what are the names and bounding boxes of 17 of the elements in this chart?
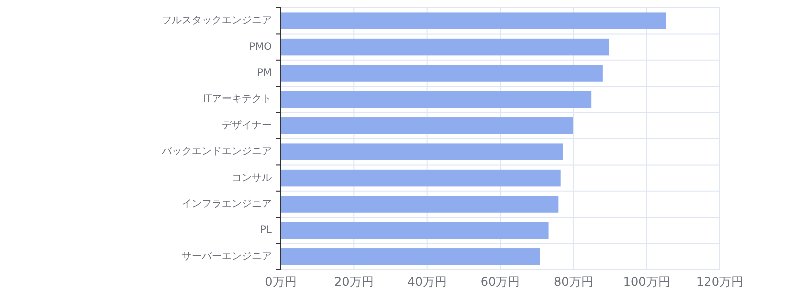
x-tick-label: 0万円 (265, 275, 297, 289)
y-tick-label: バックエンドエンジニア (161, 146, 272, 158)
y-tick-label: ITアーキテクト (202, 94, 272, 106)
y-tick-label: コンサル (232, 172, 272, 184)
x-tick-label: 60万円 (480, 275, 520, 289)
x-tick-label: 40万円 (408, 275, 447, 289)
y-tick-label: PMO (249, 42, 272, 53)
x-tick-label: 100万円 (623, 275, 670, 289)
y-tick-label: デザイナー (222, 120, 272, 132)
y-tick-label: サーバーエンジニア (182, 251, 272, 262)
x-tick-label: 20万円 (334, 275, 374, 289)
x-tick-label: 120万円 (696, 275, 744, 289)
y-tick-label: フルスタックエンジニア (162, 16, 272, 27)
y-tick-label: PL (260, 225, 272, 236)
y-tick-label: インフラエンジニア (182, 199, 272, 210)
x-tick-label: 80万円 (554, 275, 594, 289)
y-tick-label: PM (257, 68, 272, 79)
